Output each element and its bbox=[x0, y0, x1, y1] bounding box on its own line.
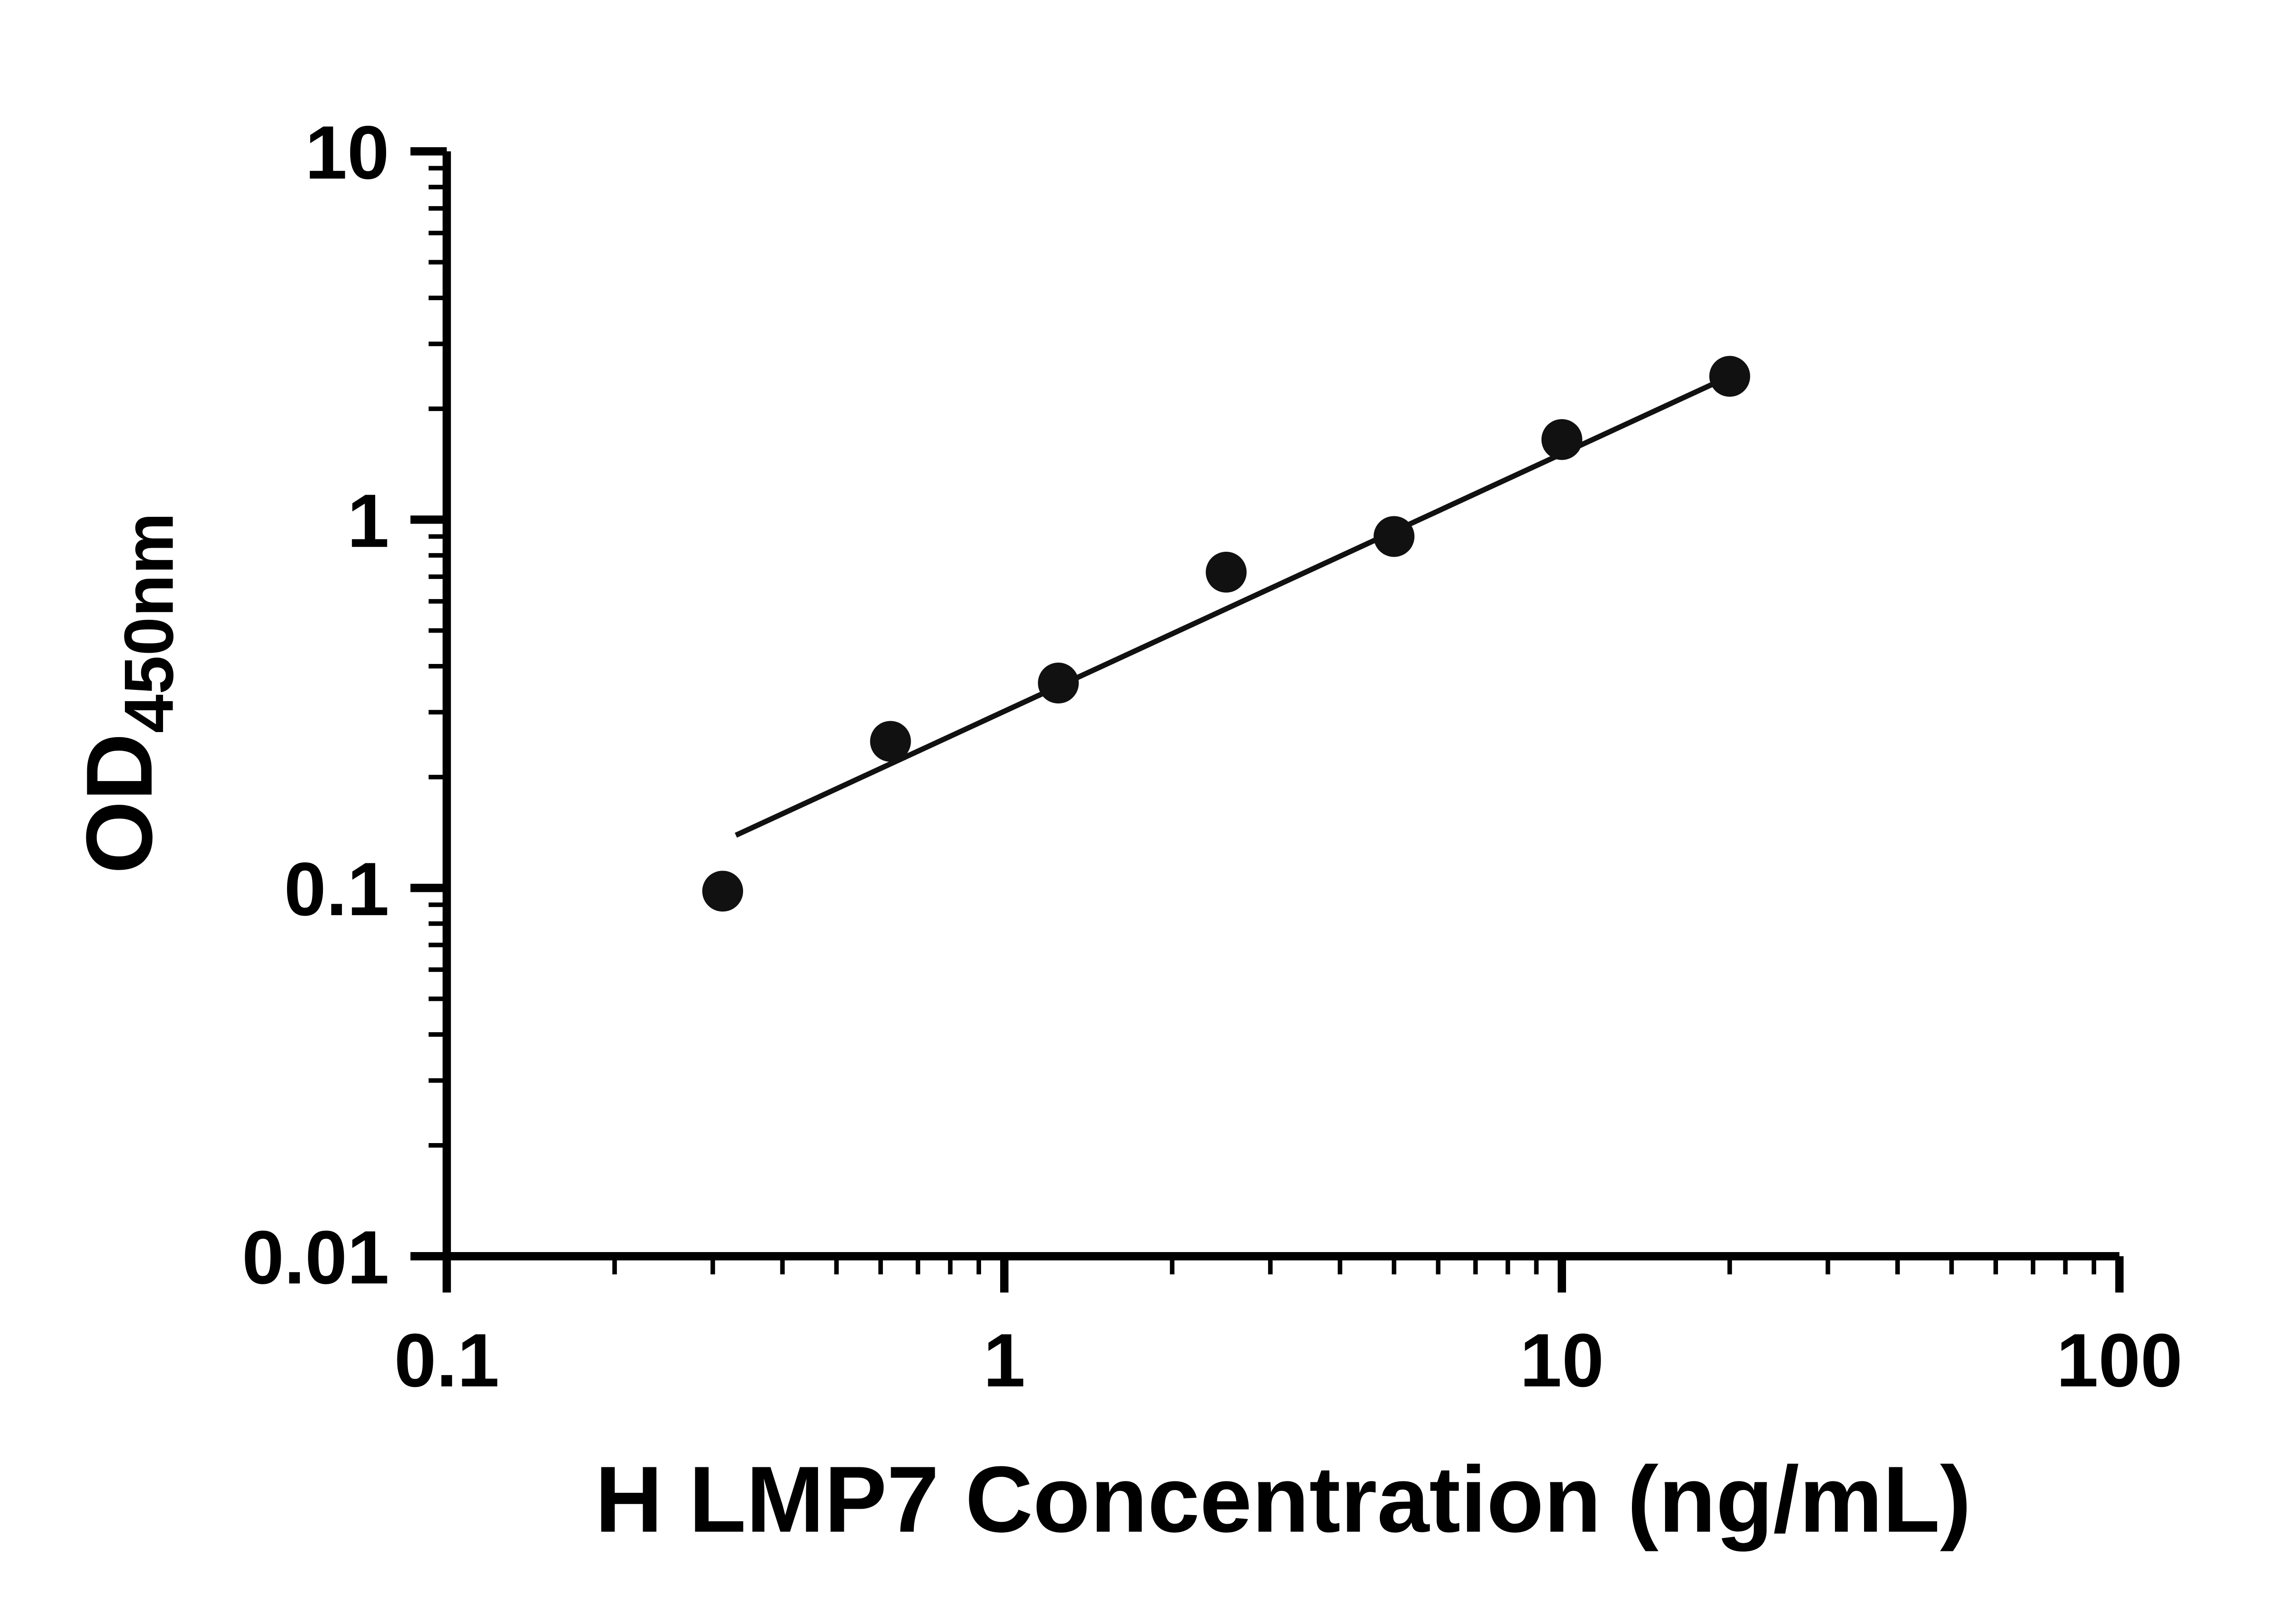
x-tick-label: 100 bbox=[2056, 1318, 2182, 1403]
y-tick-label: 1 bbox=[347, 479, 389, 563]
y-tick-label: 0.1 bbox=[284, 847, 389, 931]
x-tick-label: 0.1 bbox=[394, 1318, 500, 1403]
data-point bbox=[1205, 551, 1247, 593]
data-point bbox=[870, 721, 911, 762]
x-axis-title: H LMP7 Concentration (ng/mL) bbox=[595, 1447, 1971, 1552]
y-axis-title-main: OD bbox=[67, 733, 172, 874]
x-tick-label: 1 bbox=[983, 1318, 1026, 1403]
y-axis-title: OD450nm bbox=[67, 513, 188, 874]
y-tick-label: 10 bbox=[305, 110, 389, 195]
data-point bbox=[1541, 419, 1582, 460]
data-point bbox=[702, 871, 744, 912]
y-axis-title-sub: 450nm bbox=[110, 513, 188, 733]
data-point bbox=[1709, 356, 1750, 397]
data-point bbox=[1038, 663, 1079, 704]
data-point bbox=[1374, 516, 1415, 557]
y-tick-label: 0.01 bbox=[242, 1215, 389, 1300]
x-tick-label: 10 bbox=[1520, 1318, 1604, 1403]
